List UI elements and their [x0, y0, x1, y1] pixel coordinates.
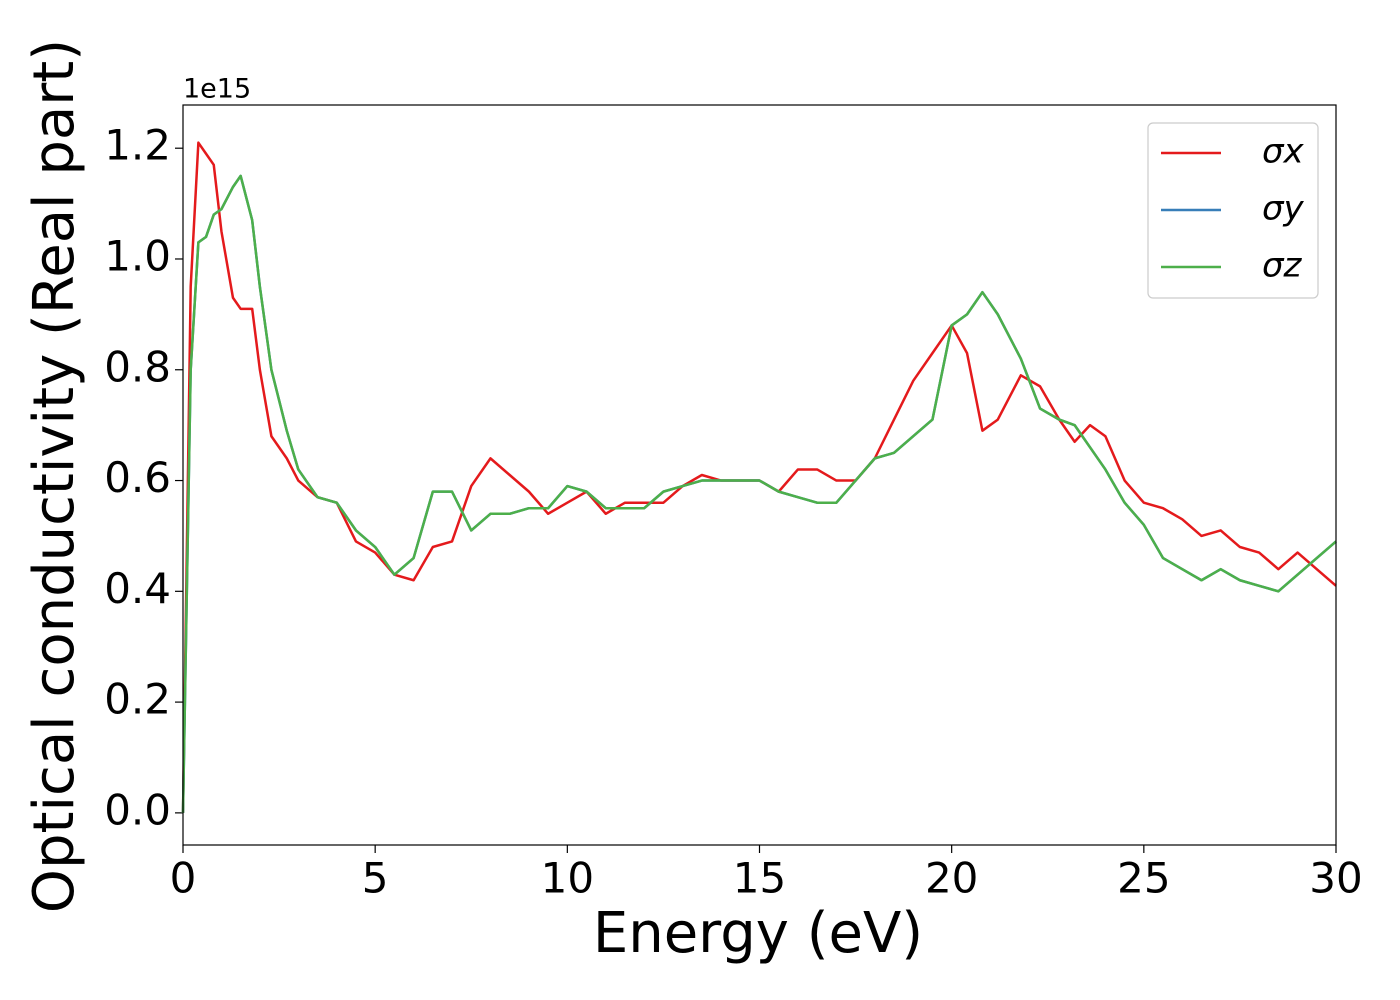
- x-tick-label: 25: [1117, 854, 1170, 903]
- x-tick-label: 5: [362, 854, 389, 903]
- x-tick-label: 0: [170, 854, 197, 903]
- legend-label: σz: [1262, 246, 1303, 286]
- legend-label: σx: [1262, 132, 1305, 172]
- legend-box: [1147, 122, 1319, 299]
- x-tick-label: 15: [733, 854, 786, 903]
- y-tick-label: 0.8: [104, 342, 171, 391]
- legend-label: σy: [1262, 189, 1305, 229]
- plot-frame: [182, 104, 1337, 846]
- y-tick-label: 1.0: [104, 231, 171, 280]
- x-axis-label: Energy (eV): [593, 901, 923, 966]
- x-tick-label: 20: [925, 854, 978, 903]
- offset-text: 1e15: [183, 74, 251, 105]
- y-tick-label: 1.2: [104, 121, 171, 170]
- x-tick-label: 30: [1309, 854, 1362, 903]
- y-tick-label: 0.4: [104, 564, 171, 613]
- x-tick-label: 10: [541, 854, 594, 903]
- data-line: [181, 141, 1337, 813]
- y-tick-label: 0.2: [104, 675, 171, 724]
- y-axis-label: Optical conductivity (Real part): [22, 39, 87, 913]
- y-tick-label: 0.6: [104, 453, 171, 502]
- y-tick-label: 0.0: [104, 785, 171, 834]
- data-line: [181, 174, 1337, 813]
